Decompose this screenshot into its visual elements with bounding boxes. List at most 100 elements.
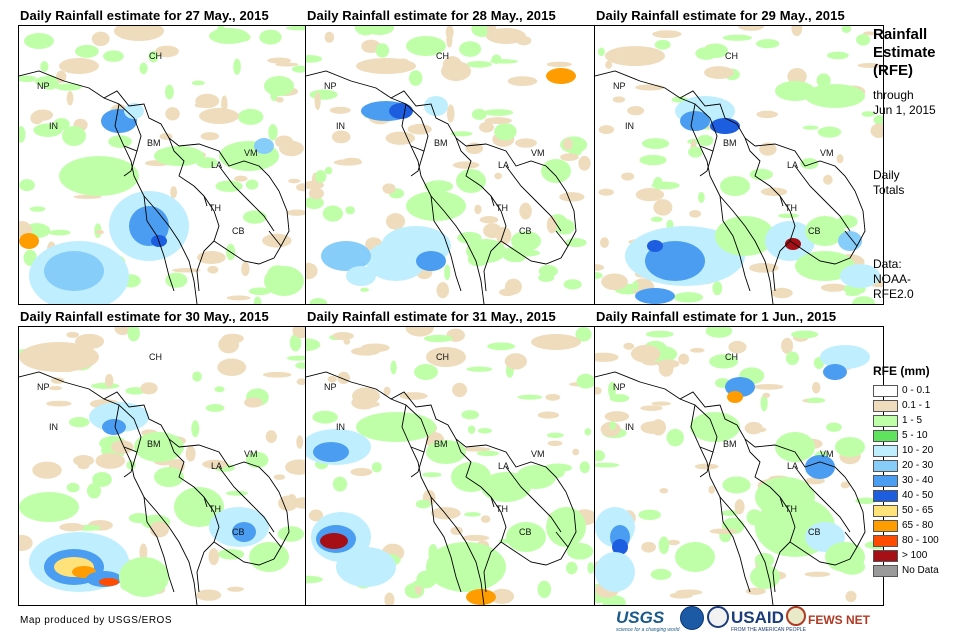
country-label-ch: CH	[725, 51, 738, 61]
panel-title: Daily Rainfall estimate for 29 May., 201…	[596, 8, 845, 23]
legend-label: 20 - 30	[902, 460, 934, 471]
rainfall-map: CH NP IN BM LA VM TH CB	[18, 326, 308, 606]
panel-title: Daily Rainfall estimate for 1 Jun., 2015	[596, 309, 837, 324]
country-label-vm: VM	[820, 449, 834, 459]
country-label-np: NP	[613, 81, 626, 91]
country-label-th: TH	[209, 203, 221, 213]
country-label-bm: BM	[147, 138, 161, 148]
legend-title: RFE (mm)	[873, 364, 930, 378]
country-label-bm: BM	[147, 439, 161, 449]
country-label-vm: VM	[531, 449, 545, 459]
legend-swatch	[873, 459, 898, 472]
country-label-th: TH	[785, 203, 797, 213]
legend-item: No Data	[873, 563, 963, 578]
fews-net-logo: FEWS NET	[808, 613, 870, 627]
country-label-la: LA	[211, 461, 222, 471]
data-source-note: Data: NOAA- RFE2.0	[873, 257, 914, 301]
through-date: through Jun 1, 2015	[873, 88, 936, 117]
country-label-cb: CB	[232, 226, 245, 236]
country-label-la: LA	[787, 461, 798, 471]
panel-title: Daily Rainfall estimate for 31 May., 201…	[307, 309, 556, 324]
country-label-vm: VM	[820, 148, 834, 158]
legend-label: 5 - 10	[902, 430, 928, 441]
rainfall-panel-31-may: Daily Rainfall estimate for 31 May., 201…	[305, 309, 595, 606]
panel-title: Daily Rainfall estimate for 28 May., 201…	[307, 8, 556, 23]
legend: RFE (mm) 0 - 0.1 0.1 - 1 1 - 5 5 - 10 10 - 2…	[873, 364, 963, 578]
legend-label: 80 - 100	[902, 535, 939, 546]
legend-item: 20 - 30	[873, 458, 963, 473]
map-graphic: CH NP IN BM LA VM TH CB	[595, 26, 883, 304]
rainfall-map: CH NP IN BM LA VM TH CB	[594, 326, 884, 606]
country-label-la: LA	[498, 461, 509, 471]
country-label-th: TH	[496, 203, 508, 213]
country-label-np: NP	[324, 382, 337, 392]
legend-label: 0.1 - 1	[902, 400, 931, 411]
legend-swatch	[873, 399, 898, 412]
legend-item: 0 - 0.1	[873, 383, 963, 398]
country-label-vm: VM	[244, 449, 258, 459]
country-label-ch: CH	[149, 352, 162, 362]
country-label-la: LA	[498, 160, 509, 170]
country-label-vm: VM	[244, 148, 258, 158]
rainfall-panel-29-may: Daily Rainfall estimate for 29 May., 201…	[594, 8, 884, 305]
rainfall-map: CH NP IN BM LA VM TH CB	[594, 25, 884, 305]
panel-title: Daily Rainfall estimate for 30 May., 201…	[20, 309, 269, 324]
usgs-logo: USGS science for a changing world	[616, 607, 680, 633]
country-label-bm: BM	[723, 138, 737, 148]
legend-swatch	[873, 549, 898, 562]
product-title: Rainfall Estimate (RFE)	[873, 26, 936, 79]
country-label-cb: CB	[808, 527, 821, 537]
country-label-cb: CB	[808, 226, 821, 236]
legend-swatch	[873, 564, 898, 577]
country-label-bm: BM	[434, 138, 448, 148]
country-label-th: TH	[496, 504, 508, 514]
legend-item: 40 - 50	[873, 488, 963, 503]
country-label-in: IN	[49, 121, 58, 131]
legend-item: > 100	[873, 548, 963, 563]
country-label-np: NP	[37, 81, 50, 91]
country-label-ch: CH	[436, 51, 449, 61]
legend-item: 0.1 - 1	[873, 398, 963, 413]
country-label-la: LA	[787, 160, 798, 170]
map-graphic: CH NP IN BM LA VM TH CB	[19, 26, 307, 304]
country-label-np: NP	[613, 382, 626, 392]
legend-label: > 100	[902, 550, 928, 561]
panel-title: Daily Rainfall estimate for 27 May., 201…	[20, 8, 269, 23]
map-graphic: CH NP IN BM LA VM TH CB	[595, 327, 883, 605]
map-graphic: CH NP IN BM LA VM TH CB	[19, 327, 307, 605]
legend-swatch	[873, 504, 898, 517]
legend-item: 80 - 100	[873, 533, 963, 548]
country-label-in: IN	[49, 422, 58, 432]
rainfall-map: CH NP IN BM LA VM TH CB	[18, 25, 308, 305]
legend-label: 0 - 0.1	[902, 385, 931, 396]
country-label-cb: CB	[519, 226, 532, 236]
legend-swatch	[873, 534, 898, 547]
country-label-th: TH	[209, 504, 221, 514]
legend-swatch	[873, 384, 898, 397]
country-label-ch: CH	[149, 51, 162, 61]
legend-label: 10 - 20	[902, 445, 934, 456]
legend-label: No Data	[902, 565, 939, 576]
legend-item: 50 - 65	[873, 503, 963, 518]
country-label-ch: CH	[725, 352, 738, 362]
country-label-ch: CH	[436, 352, 449, 362]
legend-item: 5 - 10	[873, 428, 963, 443]
legend-swatch	[873, 444, 898, 457]
rainfall-panel-28-may: Daily Rainfall estimate for 28 May., 201…	[305, 8, 595, 305]
rainfall-panel-1-jun: Daily Rainfall estimate for 1 Jun., 2015…	[594, 309, 884, 606]
legend-item: 10 - 20	[873, 443, 963, 458]
legend-label: 30 - 40	[902, 475, 934, 486]
legend-swatch	[873, 429, 898, 442]
rainfall-map: CH NP IN BM LA VM TH CB	[305, 326, 595, 606]
country-label-cb: CB	[232, 527, 245, 537]
country-label-in: IN	[625, 121, 634, 131]
usaid-logo: USAID FROM THE AMERICAN PEOPLE	[731, 607, 806, 633]
country-label-np: NP	[324, 81, 337, 91]
map-graphic: CH NP IN BM LA VM TH CB	[306, 26, 591, 304]
map-graphic: CH NP IN BM LA VM TH CB	[306, 327, 594, 605]
country-label-vm: VM	[531, 148, 545, 158]
legend-label: 50 - 65	[902, 505, 934, 516]
legend-item: 1 - 5	[873, 413, 963, 428]
usaid-seal-icon	[707, 606, 729, 628]
country-label-cb: CB	[519, 527, 532, 537]
